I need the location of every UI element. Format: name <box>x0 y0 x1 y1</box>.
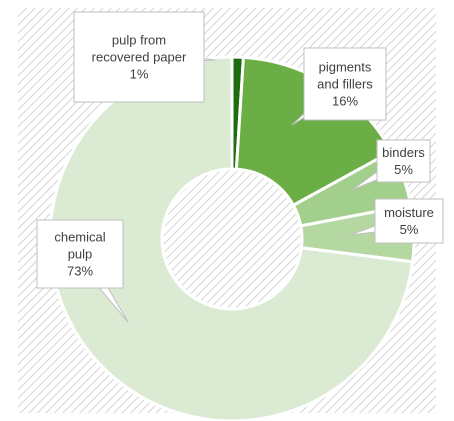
callout-pigments-and-fillers: pigments and fillers 16% <box>291 47 387 126</box>
callout-chemical-pulp: chemical pulp 73% <box>36 219 129 323</box>
callout-moisture: moisture 5% <box>349 198 444 244</box>
data-label-value: 16% <box>332 94 358 109</box>
doughnut-hole <box>164 171 300 307</box>
callouts-group: pulp from recovered paper 1% pigments and fi… <box>36 11 444 323</box>
callout-binders: binders 5% <box>351 139 431 191</box>
data-label-category: recovered paper <box>92 50 187 65</box>
data-label-category: pigments <box>319 60 372 75</box>
callout-pulp-from-recovered-paper: pulp from recovered paper 1% <box>73 11 216 103</box>
data-label-category: binders <box>382 145 425 160</box>
data-label-value: 73% <box>67 264 93 279</box>
slice-chemical-pulp <box>48 55 415 421</box>
data-label-value: 1% <box>130 67 149 82</box>
data-label-category: and fillers <box>317 77 373 92</box>
data-label-category: moisture <box>384 205 434 220</box>
data-label-value: 5% <box>400 222 419 237</box>
data-label-category: chemical <box>54 230 105 245</box>
data-label-category: pulp <box>68 247 93 262</box>
data-label-value: 5% <box>394 162 413 177</box>
data-label-category: pulp from <box>112 33 166 48</box>
